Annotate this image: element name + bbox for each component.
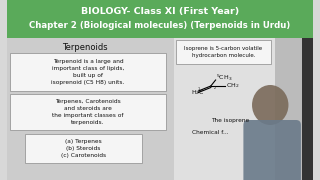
- FancyBboxPatch shape: [7, 0, 313, 38]
- FancyBboxPatch shape: [244, 120, 301, 180]
- Text: $^5$CH$_3$: $^5$CH$_3$: [216, 73, 232, 83]
- Text: H$_2$C: H$_2$C: [191, 89, 204, 97]
- FancyBboxPatch shape: [25, 134, 142, 163]
- FancyBboxPatch shape: [302, 38, 313, 180]
- Text: Isoprene is 5-carbon volatile
hydrocarbon molecule.: Isoprene is 5-carbon volatile hydrocarbo…: [184, 46, 262, 58]
- Text: Terpenes, Carotenoids
and steroids are
the important classes of
terpenoids.: Terpenes, Carotenoids and steroids are t…: [52, 99, 124, 125]
- Text: Chapter 2 (Biological molecules) (Terpenoids in Urdu): Chapter 2 (Biological molecules) (Terpen…: [29, 21, 291, 30]
- Text: The isoprene: The isoprene: [211, 118, 249, 123]
- FancyBboxPatch shape: [174, 38, 313, 180]
- Text: $_2$: $_2$: [213, 84, 217, 92]
- Text: Chemical f...: Chemical f...: [192, 130, 228, 136]
- FancyBboxPatch shape: [11, 94, 166, 130]
- Text: Terpenoids: Terpenoids: [62, 42, 108, 51]
- Text: BIOLOGY- Class XI (First Year): BIOLOGY- Class XI (First Year): [81, 6, 239, 15]
- Text: CH$_2$: CH$_2$: [226, 82, 240, 91]
- FancyBboxPatch shape: [176, 40, 271, 64]
- Ellipse shape: [252, 85, 288, 125]
- FancyBboxPatch shape: [7, 38, 174, 180]
- FancyBboxPatch shape: [174, 38, 275, 180]
- Text: (a) Terpenes
(b) Steroids
(c) Carotenoids: (a) Terpenes (b) Steroids (c) Carotenoid…: [61, 139, 106, 158]
- Text: $_1$: $_1$: [197, 85, 201, 93]
- FancyBboxPatch shape: [11, 53, 166, 91]
- Text: Terpenoid is a large and
important class of lipids,
built up of
isoprenoid (C5 H: Terpenoid is a large and important class…: [52, 59, 125, 85]
